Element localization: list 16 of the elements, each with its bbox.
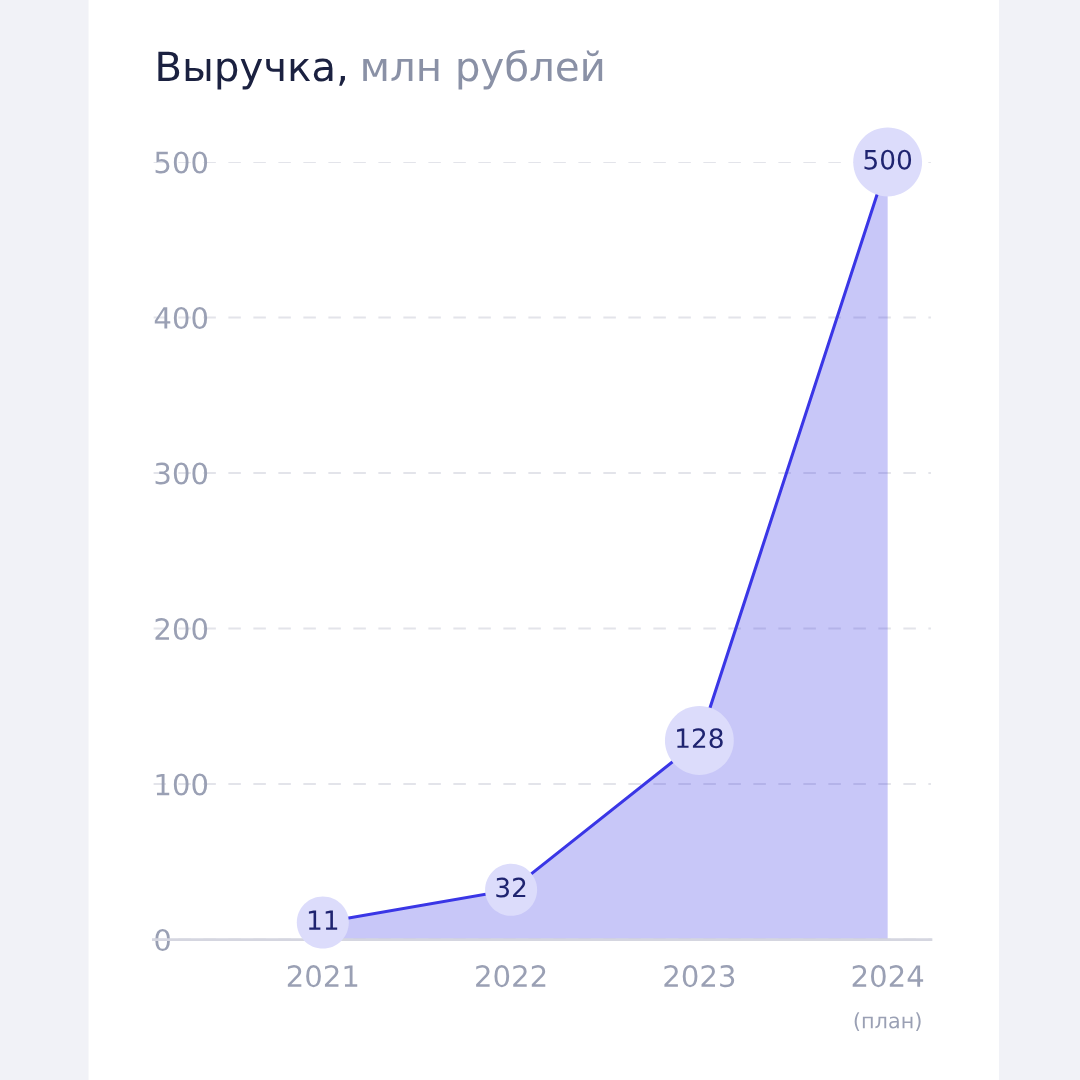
y-tick-label: 400 [154,306,208,330]
x-tick-label: 2021 [287,965,358,988]
y-tick-label: 200 [155,617,208,641]
x-tick-label: 2024 [852,965,924,988]
chart-title: Выручка, [158,51,345,90]
y-tick-label: 300 [155,462,208,485]
x-tick-label: 2022 [476,965,546,988]
text: (план) [854,1012,921,1031]
chart-subtitle: млн рублей [363,49,603,90]
x-tick-label: 2023 [664,965,735,988]
data-label: 32 [496,877,526,898]
data-label: 11 [308,910,338,930]
data-label: 500 [864,149,912,170]
y-tick-label: 100 [156,773,208,796]
y-tick-label: 500 [155,151,208,174]
data-label: 128 [677,728,723,749]
